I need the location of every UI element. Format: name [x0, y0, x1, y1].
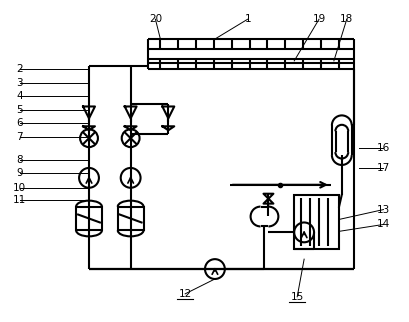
Text: 14: 14	[376, 220, 389, 230]
Text: 8: 8	[16, 155, 23, 165]
Text: 6: 6	[16, 118, 23, 128]
Bar	[76, 207, 102, 231]
Text: 10: 10	[13, 183, 26, 193]
Circle shape	[120, 168, 140, 188]
Text: 7: 7	[16, 132, 23, 142]
Text: 15: 15	[290, 292, 303, 302]
Circle shape	[294, 223, 313, 242]
Text: 12: 12	[178, 289, 191, 299]
Circle shape	[121, 129, 139, 147]
Text: 3: 3	[16, 78, 23, 88]
Text: 16: 16	[376, 143, 389, 153]
Text: 13: 13	[376, 204, 389, 214]
Text: 20: 20	[148, 14, 162, 24]
Text: 17: 17	[376, 163, 389, 173]
Bar	[117, 207, 143, 231]
Text: 18: 18	[339, 14, 353, 24]
Text: 9: 9	[16, 168, 23, 178]
Text: 11: 11	[13, 195, 26, 205]
Bar	[294, 195, 338, 249]
Circle shape	[80, 129, 98, 147]
Circle shape	[79, 168, 99, 188]
Circle shape	[204, 259, 224, 279]
Text: 19: 19	[312, 14, 325, 24]
Text: 2: 2	[16, 64, 23, 74]
Text: 4: 4	[16, 90, 23, 100]
Text: 5: 5	[16, 105, 23, 116]
Text: 1: 1	[244, 14, 250, 24]
